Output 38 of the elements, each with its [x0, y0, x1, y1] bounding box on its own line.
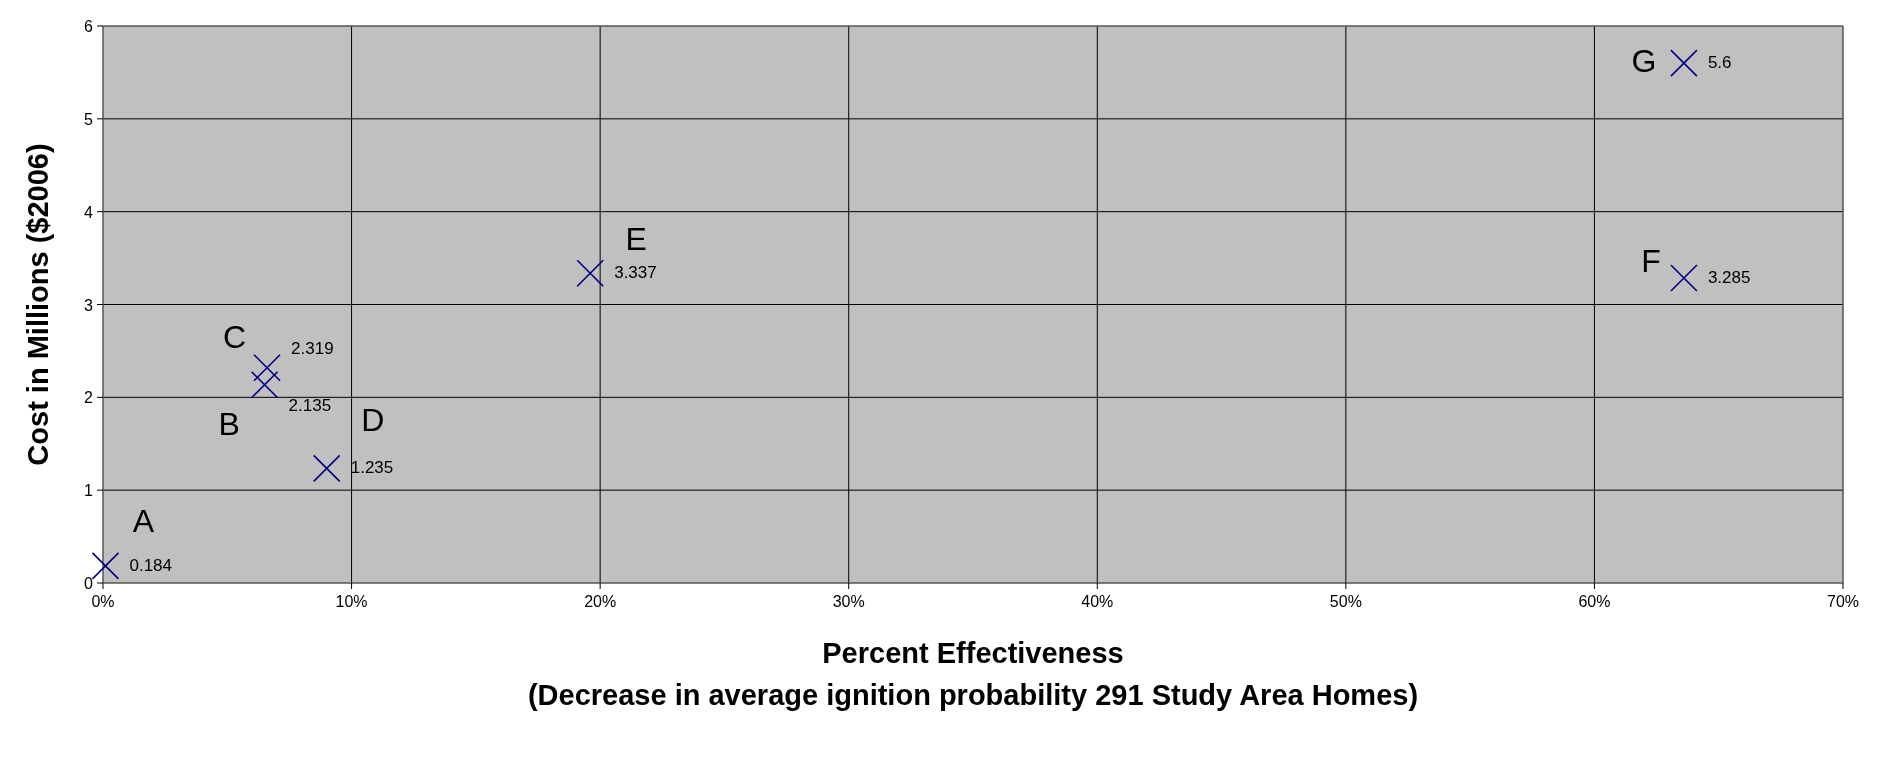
annotation: C — [223, 319, 247, 356]
annotation: B — [218, 406, 240, 443]
data-label: 2.135 — [288, 395, 332, 415]
y-tick-label: 2 — [84, 389, 94, 407]
x-tick-label: 60% — [1578, 593, 1611, 610]
x-tick-label: 70% — [1826, 593, 1860, 610]
x-tick-label: 20% — [584, 593, 617, 610]
x-tick-label: 40% — [1081, 593, 1114, 610]
data-label: 3.337 — [614, 263, 657, 283]
y-tick-label: 0 — [84, 575, 94, 592]
point — [1670, 264, 1698, 292]
annotation: E — [625, 220, 647, 257]
x-tick-label: 0% — [91, 593, 115, 610]
x-tick-label: 50% — [1329, 593, 1362, 610]
y-tick-label: 4 — [84, 203, 94, 221]
x-tick-label: 10% — [335, 593, 368, 610]
y-tick-label: 6 — [84, 18, 94, 35]
data-label: 3.285 — [1707, 268, 1751, 288]
point — [253, 353, 281, 382]
point — [576, 259, 604, 288]
x-axis-title: Percent Effectiveness (Decrease in average ignition probability 291 Study Area Homes) — [527, 637, 1419, 711]
y-tick-label: 3 — [84, 296, 94, 314]
point — [1670, 49, 1698, 77]
x-tick-label: 30% — [832, 593, 865, 610]
y-tick-label: 1 — [84, 482, 94, 500]
point — [312, 454, 341, 483]
data-label: 0.184 — [129, 555, 173, 575]
annotation: A — [132, 503, 155, 540]
data-label: 2.319 — [291, 338, 334, 358]
annotation: D — [361, 401, 385, 438]
point — [91, 552, 120, 580]
annotation: G — [1631, 42, 1657, 79]
data-label: 5.6 — [1707, 53, 1732, 73]
annotation: F — [1641, 243, 1661, 280]
y-axis-title: Cost in Millions ($2006) — [22, 143, 54, 466]
y-tick-label: 5 — [84, 110, 94, 128]
data-label: 1.235 — [350, 458, 394, 478]
point — [250, 371, 279, 399]
